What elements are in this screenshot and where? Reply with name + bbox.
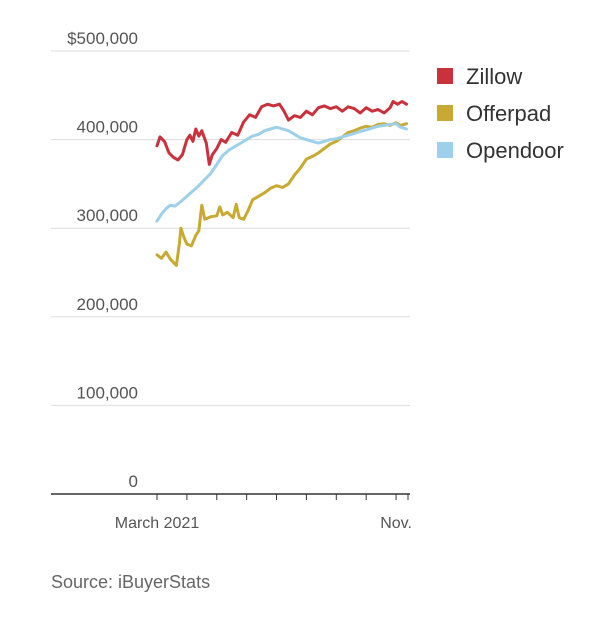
x-tick-label: March 2021 bbox=[115, 515, 200, 532]
gridlines bbox=[51, 50, 410, 406]
y-tick-label: 300,000 bbox=[77, 206, 138, 225]
y-tick-label: 0 bbox=[129, 472, 138, 491]
series-line-offerpad bbox=[155, 121, 408, 267]
source-note: Source: iBuyerStats bbox=[51, 572, 211, 592]
legend-label-offerpad: Offerpad bbox=[466, 101, 551, 126]
legend-label-opendoor: Opendoor bbox=[466, 138, 564, 163]
x-axis-tick-labels: March 2021 Nov. bbox=[115, 515, 412, 532]
y-tick-label: 200,000 bbox=[77, 295, 138, 314]
x-axis-ticks bbox=[156, 494, 409, 500]
y-tick-label: $500,000 bbox=[67, 29, 138, 48]
x-tick-label: Nov. bbox=[380, 515, 412, 532]
legend-swatch-opendoor bbox=[437, 142, 453, 158]
y-axis-tick-labels: $500,000 400,000 300,000 200,000 100,000 0 bbox=[67, 29, 138, 491]
series-lines bbox=[155, 100, 408, 267]
y-tick-label: 400,000 bbox=[77, 118, 138, 137]
legend-label-zillow: Zillow bbox=[466, 64, 522, 89]
legend-swatch-offerpad bbox=[437, 105, 453, 121]
legend-swatch-zillow bbox=[437, 68, 453, 84]
y-tick-label: 100,000 bbox=[77, 383, 138, 402]
series-line-opendoor bbox=[155, 122, 408, 223]
legend: Zillow Offerpad Opendoor bbox=[437, 64, 564, 163]
series-line-zillow bbox=[155, 100, 408, 166]
